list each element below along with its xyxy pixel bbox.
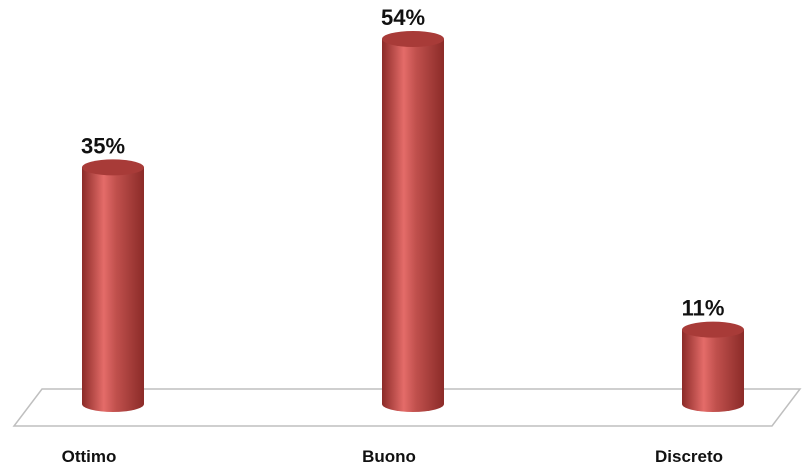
bar-body <box>382 38 444 413</box>
bar-discreto <box>682 321 744 412</box>
bar-top <box>82 159 144 176</box>
bar-top <box>382 30 444 47</box>
data-label-ottimo: 35% <box>81 133 125 158</box>
bar-buono <box>382 30 444 413</box>
bar-body <box>82 167 144 412</box>
bar-ottimo <box>82 159 144 412</box>
category-label-buono: Buono <box>362 447 416 466</box>
data-label-discreto: 11% <box>682 296 725 321</box>
bar-top <box>682 321 744 338</box>
category-labels-layer: Ottimo Buono Discreto <box>62 447 723 466</box>
category-label-discreto: Discreto <box>655 447 723 466</box>
bars-layer <box>82 30 744 413</box>
value-labels-layer: 35% 54% 11% <box>81 5 724 321</box>
data-label-buono: 54% <box>381 5 425 30</box>
category-label-ottimo: Ottimo <box>62 447 117 466</box>
bar-body <box>682 329 744 412</box>
